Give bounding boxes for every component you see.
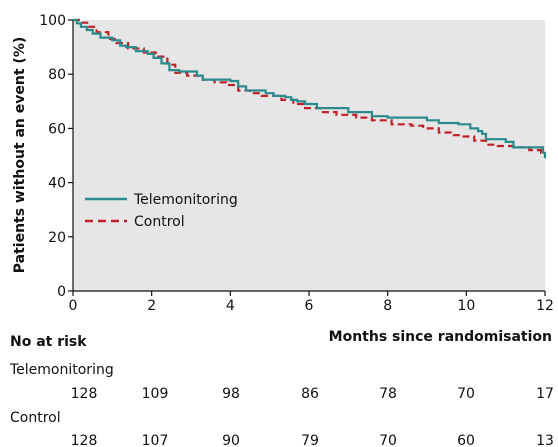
risk-count: 70: [457, 386, 475, 402]
y-axis-title: Patients without an event (%): [12, 37, 28, 274]
risk-count: 60: [457, 433, 475, 447]
risk-count: 79: [301, 433, 319, 447]
y-tick-label: 0: [57, 284, 66, 300]
x-tick-label: 4: [226, 298, 235, 314]
risk-table-title: No at risk: [10, 334, 87, 350]
x-axis-ticks: 0 2 4 6 8 10 12: [69, 291, 554, 314]
x-axis-title: Months since randomisation: [329, 329, 552, 345]
risk-count: 107: [142, 433, 169, 447]
series-layer: [73, 18, 547, 159]
risk-count: 98: [222, 386, 240, 402]
series-line-telemonitoring: [73, 18, 547, 159]
risk-count: 90: [222, 433, 240, 447]
legend-label-telemonitoring: Telemonitoring: [133, 192, 238, 208]
y-axis-ticks: 0 20 40 60 80 100: [39, 13, 73, 300]
risk-count: 78: [379, 386, 397, 402]
risk-group-label-telemonitoring: Telemonitoring: [9, 362, 114, 378]
y-tick-label: 40: [48, 176, 66, 192]
risk-count: 128: [71, 386, 98, 402]
x-tick-label: 0: [69, 298, 78, 314]
y-tick-label: 60: [48, 121, 66, 137]
legend-label-control: Control: [134, 214, 185, 230]
x-tick-label: 10: [457, 298, 475, 314]
risk-count: 109: [142, 386, 169, 402]
plot-area: [73, 20, 545, 291]
x-tick-label: 2: [147, 298, 156, 314]
x-tick-label: 6: [305, 298, 314, 314]
y-tick-label: 20: [48, 230, 66, 246]
risk-group-label-control: Control: [10, 410, 61, 426]
risk-count: 13: [536, 433, 554, 447]
risk-count: 86: [301, 386, 319, 402]
x-tick-label: 12: [536, 298, 554, 314]
risk-count: 70: [379, 433, 397, 447]
risk-row-control: 128 107 90 79 70 60 13: [71, 433, 554, 447]
risk-count: 17: [536, 386, 554, 402]
risk-row-telemonitoring: 128 109 98 86 78 70 17: [71, 386, 554, 402]
x-tick-label: 8: [383, 298, 392, 314]
risk-count: 128: [71, 433, 98, 447]
y-tick-label: 80: [48, 67, 66, 83]
legend: Telemonitoring Control: [85, 192, 238, 230]
y-tick-label: 100: [39, 13, 66, 29]
